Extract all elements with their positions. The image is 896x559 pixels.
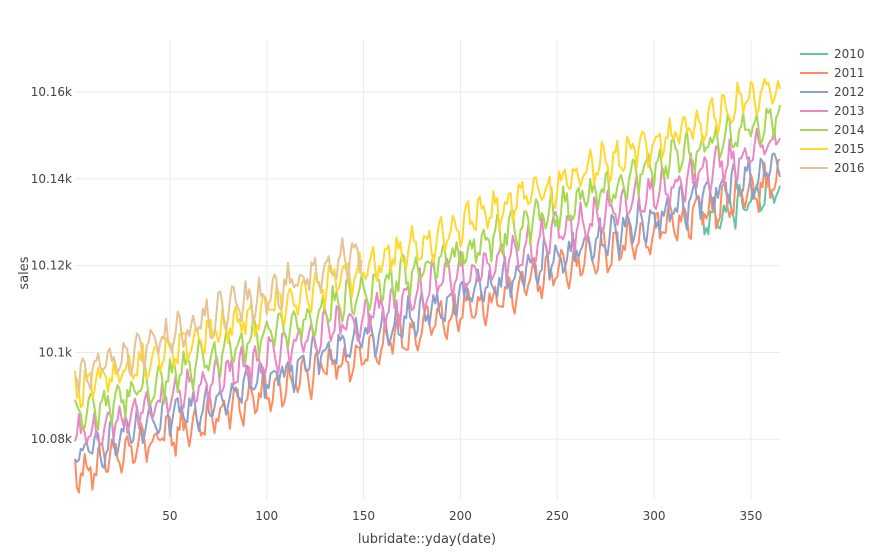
grid (75, 40, 780, 500)
legend-label-2010: 2010 (834, 47, 865, 61)
y-tick-label: 10.1k (38, 345, 72, 359)
y-axis-title: sales (17, 256, 32, 289)
x-tick-label: 300 (643, 509, 666, 523)
x-tick-label: 100 (255, 509, 278, 523)
series-line-2015 (74, 78, 781, 409)
x-tick-label: 50 (162, 509, 177, 523)
series-line-2011 (74, 158, 781, 494)
legend-label-2012: 2012 (834, 85, 865, 99)
y-tick-label: 10.16k (31, 85, 72, 99)
x-tick-label: 350 (739, 509, 762, 523)
legend-label-2015: 2015 (834, 142, 865, 156)
x-axis-ticks: 50 100 150 200 250 300 350 (162, 509, 762, 523)
x-tick-label: 200 (449, 509, 472, 523)
x-axis-title: lubridate::yday(date) (358, 532, 496, 547)
legend: 2010 2011 2012 2013 2014 2015 2016 (800, 47, 865, 175)
series-line-2014 (74, 104, 781, 431)
legend-label-2014: 2014 (834, 123, 865, 137)
y-axis-ticks: 10.08k 10.1k 10.12k 10.14k 10.16k (31, 85, 72, 446)
legend-label-2011: 2011 (834, 66, 865, 80)
x-tick-label: 150 (352, 509, 375, 523)
y-tick-label: 10.12k (31, 259, 72, 273)
y-tick-label: 10.08k (31, 432, 72, 446)
series-lines (74, 78, 781, 494)
legend-label-2013: 2013 (834, 104, 865, 118)
legend-label-2016: 2016 (834, 161, 865, 175)
series-line-2013 (74, 127, 781, 446)
y-tick-label: 10.14k (31, 172, 72, 186)
x-tick-label: 250 (546, 509, 569, 523)
series-line-2016 (74, 237, 363, 393)
series-line-2012 (74, 152, 781, 469)
